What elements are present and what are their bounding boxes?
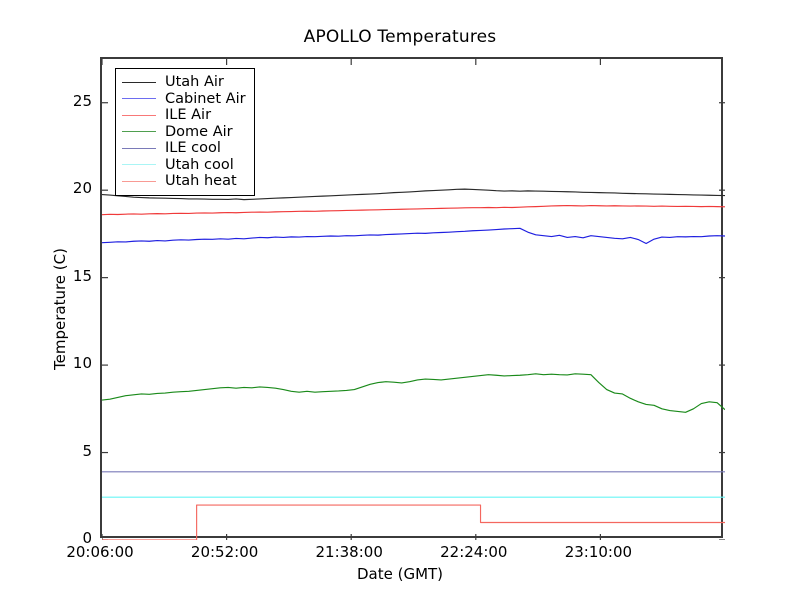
legend-color-swatch — [122, 147, 156, 149]
legend-item[interactable]: ILE Air — [122, 107, 246, 124]
plot-series-svg — [102, 59, 725, 540]
y-tick-label: 15 — [72, 266, 92, 285]
y-tick-label: 5 — [82, 441, 92, 460]
series-line — [102, 206, 725, 215]
chart-title: APOLLO Temperatures — [303, 27, 497, 47]
legend-item-label: Utah Air — [165, 74, 224, 90]
legend-color-swatch — [122, 98, 156, 100]
chart-legend: Utah Air Cabinet Air ILE Air Dome Air ILE co… — [115, 68, 255, 196]
series-line — [102, 189, 725, 200]
y-tick-label: 25 — [72, 91, 92, 110]
y-tick-label: 10 — [72, 354, 92, 373]
legend-item-label: Utah heat — [165, 173, 237, 189]
legend-item[interactable]: Utah cool — [122, 157, 246, 174]
legend-item-label: Utah cool — [165, 156, 234, 173]
x-tick-label: 21:38:00 — [315, 543, 383, 561]
x-tick-label: 23:10:00 — [564, 543, 633, 561]
legend-color-swatch — [122, 114, 156, 116]
series-line — [102, 374, 725, 412]
legend-color-swatch — [122, 180, 156, 182]
legend-item[interactable]: Dome Air — [122, 124, 246, 141]
legend-item[interactable]: Cabinet Air — [122, 91, 246, 108]
legend-item-label: Dome Air — [165, 123, 233, 140]
y-tick-label: 0 — [82, 529, 92, 547]
legend-color-swatch — [122, 81, 156, 83]
legend-item-label: ILE Air — [165, 107, 212, 123]
y-tick-label: 20 — [72, 179, 92, 198]
legend-item[interactable]: Utah Air — [122, 74, 246, 91]
legend-color-swatch — [122, 164, 156, 166]
x-axis-label: Date (GMT) — [356, 565, 444, 583]
legend-item-label: Cabinet Air — [165, 90, 246, 107]
y-axis-tick-labels: 0 5 10 15 20 25 — [44, 0, 92, 600]
x-tick-label: 22:24:00 — [440, 543, 508, 561]
legend-item[interactable]: Utah heat — [122, 173, 246, 190]
series-line — [102, 228, 725, 243]
series-line — [102, 505, 725, 540]
legend-item-label: ILE cool — [165, 140, 221, 156]
legend-color-swatch — [122, 131, 156, 133]
x-tick-label: 20:06:00 — [66, 543, 134, 561]
legend-item[interactable]: ILE cool — [122, 140, 246, 157]
x-tick-label: 20:52:00 — [190, 543, 259, 561]
